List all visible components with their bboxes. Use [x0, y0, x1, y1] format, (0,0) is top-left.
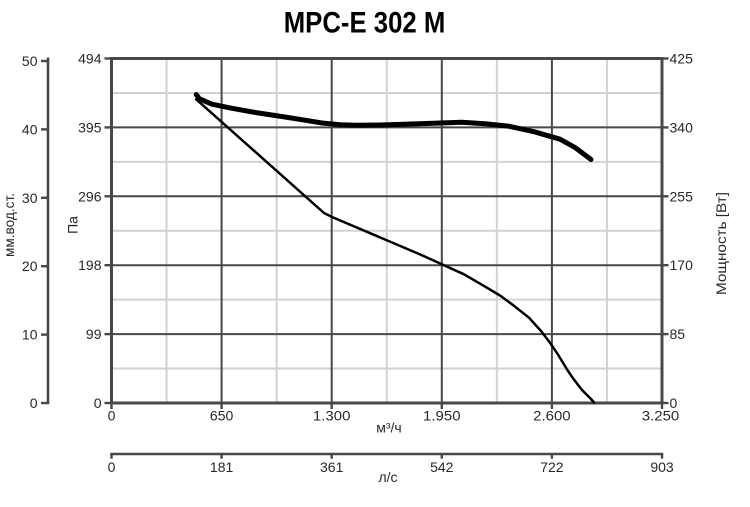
svg-text:361: 361: [320, 459, 344, 475]
svg-text:Мощность [Вт]: Мощность [Вт]: [713, 192, 729, 295]
svg-text:170: 170: [670, 257, 694, 273]
svg-text:л/с: л/с: [378, 469, 397, 485]
svg-text:40: 40: [22, 121, 38, 137]
svg-text:мм.вод.ст.: мм.вод.ст.: [1, 193, 17, 257]
svg-text:2.600: 2.600: [533, 408, 571, 424]
svg-text:Па: Па: [65, 216, 81, 234]
svg-text:255: 255: [670, 188, 694, 204]
svg-text:м³/ч: м³/ч: [376, 420, 401, 436]
svg-text:30: 30: [22, 190, 38, 206]
svg-text:542: 542: [430, 459, 454, 475]
svg-text:903: 903: [650, 459, 674, 475]
svg-text:0: 0: [108, 408, 116, 424]
svg-text:0: 0: [94, 395, 102, 411]
svg-text:340: 340: [670, 119, 694, 135]
svg-text:425: 425: [670, 51, 694, 67]
svg-text:99: 99: [86, 326, 102, 342]
svg-text:20: 20: [22, 258, 38, 274]
svg-text:85: 85: [670, 326, 686, 342]
svg-text:650: 650: [210, 408, 234, 424]
svg-text:181: 181: [210, 459, 234, 475]
svg-text:198: 198: [78, 257, 102, 273]
svg-text:0: 0: [670, 395, 678, 411]
svg-text:10: 10: [22, 327, 38, 343]
svg-text:1.300: 1.300: [313, 408, 351, 424]
svg-text:0: 0: [108, 459, 116, 475]
svg-text:395: 395: [78, 119, 102, 135]
svg-text:50: 50: [22, 53, 38, 69]
svg-text:0: 0: [30, 395, 38, 411]
svg-text:3.250: 3.250: [642, 408, 680, 424]
svg-text:494: 494: [78, 51, 102, 67]
svg-text:722: 722: [540, 459, 564, 475]
svg-text:1.950: 1.950: [423, 408, 461, 424]
svg-text:MPC-E 302 M: MPC-E 302 M: [284, 6, 446, 39]
svg-text:296: 296: [78, 188, 102, 204]
